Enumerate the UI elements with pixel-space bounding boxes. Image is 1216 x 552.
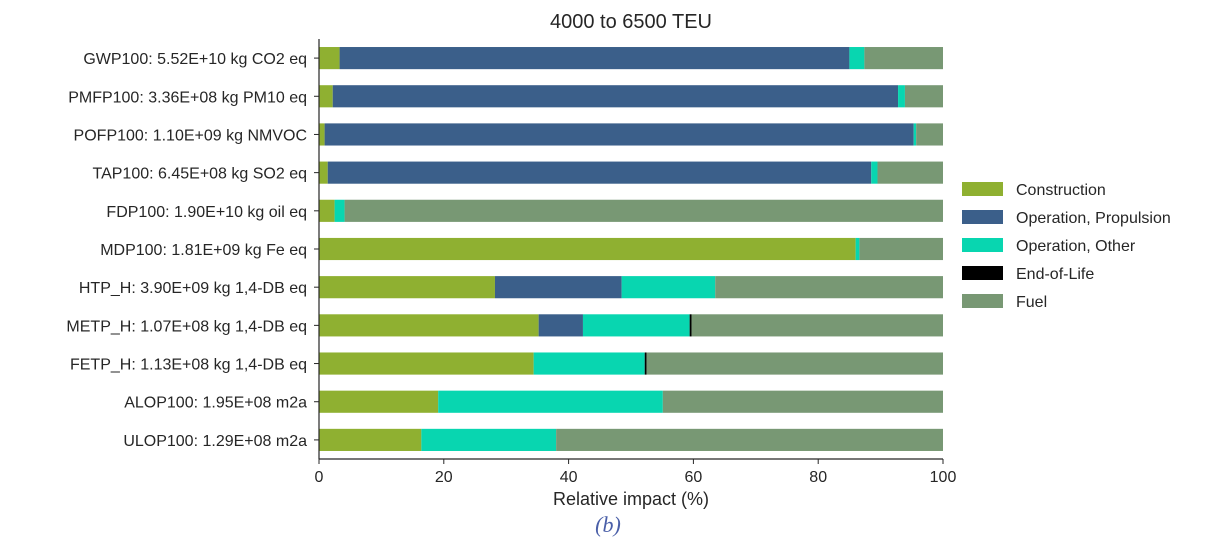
bar-8-series-5 [691, 314, 943, 337]
legend-swatch-4 [962, 266, 1003, 280]
bar-7-series-1 [319, 276, 495, 299]
bar-3-series-1 [319, 123, 325, 146]
bar-9-series-4 [644, 352, 647, 375]
bar-4-series-5 [877, 161, 943, 184]
bar-1-series-2 [339, 47, 850, 70]
legend-label-1: Construction [1016, 182, 1106, 199]
bar-2-series-5 [904, 85, 943, 108]
legend-label-5: Fuel [1016, 294, 1047, 311]
bar-10-series-1 [319, 390, 439, 413]
bar-8-series-1 [319, 314, 539, 337]
bar-11-series-5 [556, 428, 943, 451]
bar-6-series-1 [319, 237, 856, 261]
bar-7-series-5 [715, 276, 943, 299]
bar-8-series-2 [538, 314, 583, 337]
bar-1-series-3 [849, 47, 865, 70]
bar-3-series-3 [913, 123, 917, 146]
bar-4-series-1 [319, 161, 328, 184]
bar-1-series-1 [319, 47, 340, 70]
bar-3-series-5 [916, 123, 943, 146]
bar-1-series-5 [864, 47, 943, 70]
chart-title: 4000 to 6500 TEU [550, 11, 712, 33]
bar-4-series-3 [871, 161, 878, 184]
bar-5-series-1 [319, 199, 335, 222]
y-tick-label-5: FDP100: 1.90E+10 kg oil eq [106, 204, 307, 221]
bar-8-series-3 [582, 314, 690, 337]
y-tick-label-9: FETP_H: 1.13E+08 kg 1,4-DB eq [70, 357, 307, 374]
legend-swatch-3 [962, 238, 1003, 252]
x-tick-label-6: 100 [930, 469, 957, 486]
x-tick-label-2: 20 [435, 469, 453, 486]
x-tick-label-4: 60 [685, 469, 703, 486]
bar-3-series-2 [324, 123, 914, 146]
y-tick-label-4: TAP100: 6.45E+08 kg SO2 eq [92, 166, 307, 183]
x-tick-label-5: 80 [809, 469, 827, 486]
y-tick-label-7: HTP_H: 3.90E+09 kg 1,4-DB eq [79, 280, 307, 297]
bar-11-series-1 [319, 428, 422, 451]
bar-7-series-3 [621, 276, 716, 299]
bar-8-series-4 [689, 314, 692, 337]
bar-5-series-3 [334, 199, 345, 222]
stacked-bar-chart: 4000 to 6500 TEU GWP100: 5.52E+10 kg CO2 … [66, 11, 1171, 509]
y-tick-label-3: POFP100: 1.10E+09 kg NMVOC [74, 127, 307, 144]
bar-5-series-5 [344, 199, 944, 222]
bar-6-series-3 [855, 237, 860, 261]
legend-label-4: End-of-Life [1016, 266, 1094, 283]
bar-6-series-5 [859, 237, 943, 261]
bar-2-series-3 [898, 85, 905, 108]
x-tick-label-1: 0 [315, 469, 324, 486]
y-tick-label-2: PMFP100: 3.36E+08 kg PM10 eq [68, 89, 307, 106]
legend-swatch-2 [962, 210, 1003, 224]
y-tick-label-1: GWP100: 5.52E+10 kg CO2 eq [83, 51, 307, 68]
bar-9-series-5 [646, 352, 943, 375]
x-axis-label: Relative impact (%) [553, 489, 709, 509]
y-tick-label-11: ULOP100: 1.29E+08 m2a [123, 433, 307, 450]
bar-10-series-3 [438, 390, 663, 413]
legend-label-2: Operation, Propulsion [1016, 210, 1171, 227]
bar-9-series-1 [319, 352, 534, 375]
bar-11-series-3 [421, 428, 557, 451]
legend-swatch-1 [962, 182, 1003, 196]
bar-10-series-5 [662, 390, 943, 413]
bar-2-series-2 [332, 85, 899, 108]
legend-swatch-5 [962, 294, 1003, 308]
bar-4-series-2 [327, 161, 872, 184]
bar-2-series-1 [319, 85, 333, 108]
legend-label-3: Operation, Other [1016, 238, 1136, 255]
bar-7-series-2 [494, 276, 622, 299]
y-tick-label-6: MDP100: 1.81E+09 kg Fe eq [100, 242, 307, 259]
y-tick-label-8: METP_H: 1.07E+08 kg 1,4-DB eq [66, 318, 307, 335]
y-tick-label-10: ALOP100: 1.95E+08 m2a [124, 395, 307, 412]
x-tick-label-3: 40 [560, 469, 578, 486]
figure-caption: (b) [595, 512, 621, 537]
bar-9-series-3 [533, 352, 645, 375]
